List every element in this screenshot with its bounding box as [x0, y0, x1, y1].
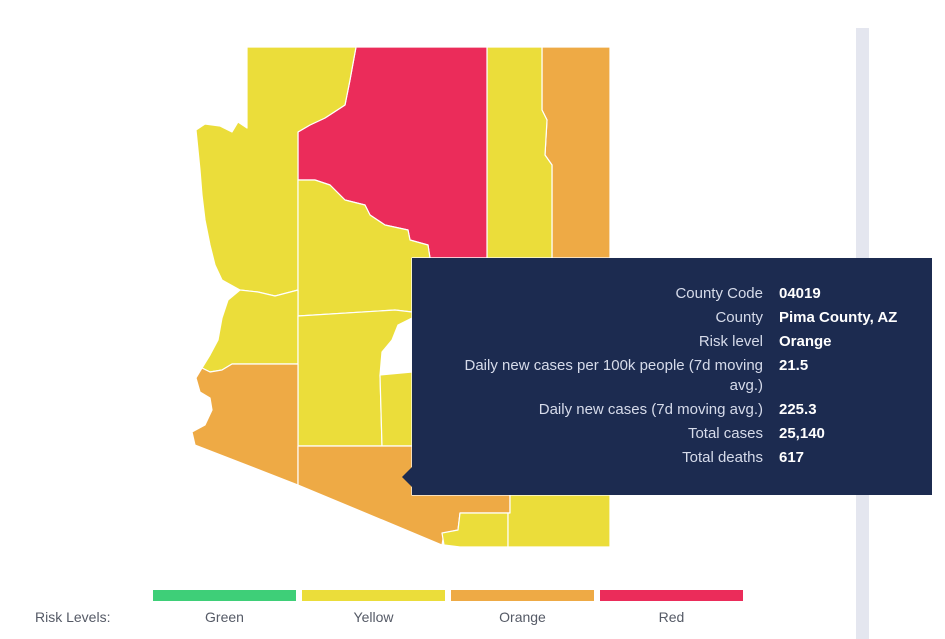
county-navajo[interactable] — [486, 46, 553, 259]
county-mohave[interactable] — [195, 46, 357, 297]
tooltip-value: Pima County, AZ — [779, 309, 898, 326]
tooltip-label: Daily new cases per 100k people (7d movi… — [464, 357, 764, 394]
county-pinal[interactable] — [379, 371, 413, 447]
tooltip-row: County Pima County, AZ — [430, 308, 897, 332]
tooltip-table: County Code 04019 County Pima County, AZ… — [430, 284, 898, 472]
tooltip-value: 617 — [779, 449, 805, 466]
tooltip-value: 225.3 — [779, 401, 817, 418]
tooltip-label: Daily new cases (7d moving avg.) — [538, 401, 763, 418]
legend-label-orange: Orange — [499, 609, 546, 625]
legend-item-red: Red — [600, 590, 743, 625]
county-tooltip: County Code 04019 County Pima County, AZ… — [412, 258, 932, 495]
legend-swatch-yellow — [302, 590, 445, 601]
tooltip-label: Risk level — [698, 333, 763, 350]
county-cochise[interactable] — [507, 494, 611, 548]
tooltip-label: Total deaths — [682, 449, 763, 466]
tooltip-row: Daily new cases (7d moving avg.) 225.3 — [430, 400, 897, 424]
legend-item-orange: Orange — [451, 590, 594, 625]
legend-label-yellow: Yellow — [353, 609, 394, 625]
tooltip-row: Total cases 25,140 — [430, 424, 897, 448]
county-la-paz[interactable] — [201, 289, 299, 373]
tooltip-pointer — [402, 467, 412, 487]
legend-swatch-orange — [451, 590, 594, 601]
tooltip-row: Risk level Orange — [430, 332, 897, 356]
tooltip-value: Orange — [779, 333, 832, 350]
tooltip-label: Total cases — [687, 425, 763, 442]
legend-swatch-green — [153, 590, 296, 601]
tooltip-label: County Code — [675, 285, 763, 302]
tooltip-label: County — [715, 309, 763, 326]
tooltip-row: County Code 04019 — [430, 284, 897, 308]
county-yuma[interactable] — [191, 363, 299, 486]
legend-label-red: Red — [658, 609, 685, 625]
tooltip-row: Total deaths 617 — [430, 448, 897, 472]
legend-item-yellow: Yellow — [302, 590, 445, 625]
tooltip-value: 25,140 — [779, 425, 825, 442]
legend-swatch-red — [600, 590, 743, 601]
tooltip-row: Daily new cases per 100k people (7d movi… — [430, 356, 897, 400]
legend-item-green: Green — [153, 590, 296, 625]
legend-title: Risk Levels: — [35, 609, 111, 625]
tooltip-value: 04019 — [779, 285, 821, 302]
tooltip-value: 21.5 — [779, 357, 809, 374]
legend-label-green: Green — [205, 609, 244, 625]
